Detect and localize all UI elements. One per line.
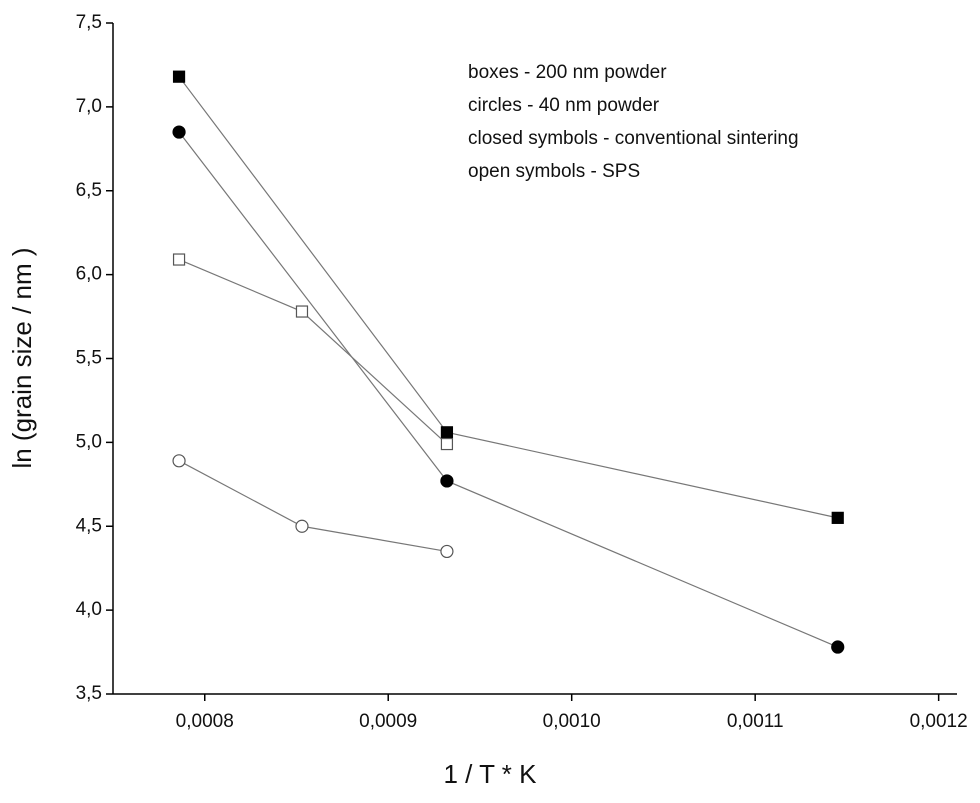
- y-tick-label: 4,5: [76, 515, 102, 536]
- y-tick-label: 7,5: [76, 12, 102, 33]
- y-tick-label: 5,5: [76, 348, 102, 369]
- y-tick-label: 5,0: [76, 431, 102, 452]
- annotation: open symbols - SPS: [468, 161, 640, 182]
- y-tick-label: 6,0: [76, 264, 102, 285]
- x-tick-label: 0,0009: [359, 711, 417, 732]
- marker: [440, 474, 454, 488]
- y-tick-label: 7,0: [76, 96, 102, 117]
- y-axis-label: ln (grain size / nm ): [7, 247, 37, 468]
- y-tick-label: 6,5: [76, 180, 102, 201]
- marker: [831, 640, 845, 654]
- marker: [440, 426, 454, 439]
- series-line: [178, 258, 448, 445]
- marker: [172, 125, 186, 139]
- marker: [295, 305, 309, 318]
- series-line: [178, 131, 838, 648]
- x-tick-label: 0,0008: [176, 711, 234, 732]
- y-tick-label: 3,5: [76, 683, 102, 704]
- x-tick-label: 0,0011: [727, 711, 784, 732]
- marker: [440, 544, 454, 559]
- marker: [172, 454, 186, 468]
- x-tick-label: 0,0012: [910, 711, 968, 732]
- x-tick-label: 0,0010: [543, 711, 601, 732]
- y-tick-label: 4,0: [76, 599, 102, 620]
- annotation: circles - 40 nm powder: [468, 95, 660, 116]
- marker: [172, 70, 186, 83]
- marker: [172, 253, 186, 266]
- series-line: [178, 460, 448, 553]
- x-axis-label: 1 / T * K: [444, 759, 538, 789]
- marker: [440, 437, 454, 451]
- annotation: boxes - 200 nm powder: [468, 62, 667, 83]
- annotation: closed symbols - conventional sintering: [468, 128, 799, 149]
- marker: [831, 511, 844, 524]
- marker: [295, 519, 309, 533]
